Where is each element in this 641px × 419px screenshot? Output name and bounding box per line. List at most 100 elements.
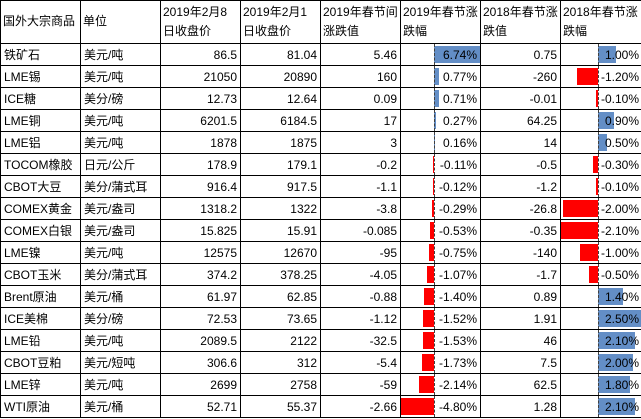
cell-close_0201: 81.04 [240,43,321,66]
cell-value: 0.50% [604,135,639,150]
cell-name: CBOT玉米 [0,263,81,286]
cell-chg_2018: 7.5 [480,351,561,374]
cell-value: 1.00% [604,47,639,62]
cell-pct_2019: -0.75% [400,241,481,264]
cell-name: LME锌 [0,373,81,396]
cell-name: 铁矿石 [0,43,81,66]
header-row: 国外大宗商品 单位 2019年2月8日收盘价 2019年2月1日收盘价 2019年春节间… [0,0,641,44]
databar-negative [576,68,598,85]
cell-close_0208: 2089.5 [160,329,241,352]
cell-value: 0.27% [442,113,477,128]
cell-pct_2019: 6.74% [400,43,481,66]
cell-value: -0.11% [439,157,477,172]
cell-pct_2018: 2.10% [560,329,641,352]
databar-axis [597,44,599,65]
cell-chg_2019: -0.085 [320,219,401,242]
cell-pct_2018: 1.40% [560,285,641,308]
table-row: CBOT大豆 美分/蒲式耳 916.4 917.5 -1.1 -0.12% -1.2 -0.1… [0,175,641,198]
databar-positive [597,354,634,371]
databar-negative [596,90,598,107]
databar-positive [597,398,635,415]
cell-chg_2018: 46 [480,329,561,352]
cell-chg_2019: -95 [320,241,401,264]
cell-value: 0.90% [604,113,639,128]
cell-chg_2018: 0.89 [480,285,561,308]
cell-chg_2018: -0.01 [480,87,561,110]
cell-pct_2019: -0.29% [400,197,481,220]
databar-negative [433,178,434,195]
cell-close_0208: 52.71 [160,395,241,418]
cell-value: -0.12% [438,179,477,194]
cell-close_0201: 917.5 [240,175,321,198]
cell-value: 1.80% [604,377,639,392]
databar-axis [433,396,435,417]
cell-chg_2018: 62.5 [480,373,561,396]
cell-pct_2018: -1.20% [560,65,641,88]
cell-name: LME铜 [0,109,81,132]
cell-value: 2.10% [604,333,639,348]
databar-axis [597,308,599,329]
cell-chg_2018: -140 [480,241,561,264]
cell-unit: 美元/吨 [80,241,161,264]
databar-negative [401,398,434,415]
cell-value: -2.10% [600,223,639,238]
databar-negative [419,376,434,393]
databar-negative [580,244,598,261]
databar-negative [430,222,434,239]
cell-pct_2018: 0.50% [560,131,641,154]
table-row: ICE糖 美分/磅 12.73 12.64 0.09 0.71% -0.01 -0.10% [0,87,641,110]
cell-value: -1.73% [438,355,477,370]
cell-pct_2019: -1.52% [400,307,481,330]
cell-chg_2019: 17 [320,109,401,132]
col-header-pct_2018: 2018年春节涨跌幅 [560,0,641,44]
cell-unit: 美分/蒲式耳 [80,175,161,198]
cell-chg_2018: -1.7 [480,263,561,286]
databar-axis [433,220,435,241]
cell-value: -4.80% [438,399,477,414]
databar-axis [433,132,435,153]
databar-positive [597,134,607,151]
cell-value: 6.74% [442,47,477,62]
databar-positive [433,46,480,63]
col-header-close_0201: 2019年2月1日收盘价 [240,0,321,44]
cell-close_0201: 2122 [240,329,321,352]
cell-value: -0.53% [438,223,477,238]
cell-chg_2018: -0.5 [480,153,561,176]
cell-close_0201: 62.85 [240,285,321,308]
cell-pct_2019: -1.73% [400,351,481,374]
cell-value: -1.07% [438,267,477,282]
databar-axis [433,308,435,329]
cell-close_0208: 72.53 [160,307,241,330]
cell-name: COMEX白银 [0,219,81,242]
cell-close_0201: 2758 [240,373,321,396]
cell-close_0208: 178.9 [160,153,241,176]
table-row: LME铜 美元/吨 6201.5 6184.5 17 0.27% 64.25 0.90% [0,109,641,132]
cell-close_0208: 306.6 [160,351,241,374]
cell-value: -1.00% [600,245,639,260]
cell-chg_2018: 1.28 [480,395,561,418]
cell-name: ICE美棉 [0,307,81,330]
cell-name: LME铝 [0,131,81,154]
databar-positive [597,376,630,393]
cell-pct_2018: 2.50% [560,307,641,330]
cell-chg_2019: -4.05 [320,263,401,286]
cell-pct_2019: 0.27% [400,109,481,132]
cell-chg_2019: -1.12 [320,307,401,330]
cell-unit: 美元/桶 [80,285,161,308]
cell-chg_2018: -0.35 [480,219,561,242]
cell-value: 2.50% [604,311,639,326]
col-header-unit: 单位 [80,0,161,44]
cell-close_0201: 15.91 [240,219,321,242]
cell-close_0208: 12575 [160,241,241,264]
table-row: TOCOM橡胶 日元/公斤 178.9 179.1 -0.2 -0.11% -0.5 -0.3… [0,153,641,176]
cell-pct_2018: -0.10% [560,175,641,198]
col-header-close_0208: 2019年2月8日收盘价 [160,0,241,44]
cell-close_0201: 6184.5 [240,109,321,132]
databar-axis [597,330,599,351]
databar-axis [597,374,599,395]
cell-pct_2019: -4.80% [400,395,481,418]
cell-pct_2019: 0.77% [400,65,481,88]
table-row: WTI原油 美元/桶 52.71 55.37 -2.66 -4.80% 1.28 2.10% [0,395,641,418]
